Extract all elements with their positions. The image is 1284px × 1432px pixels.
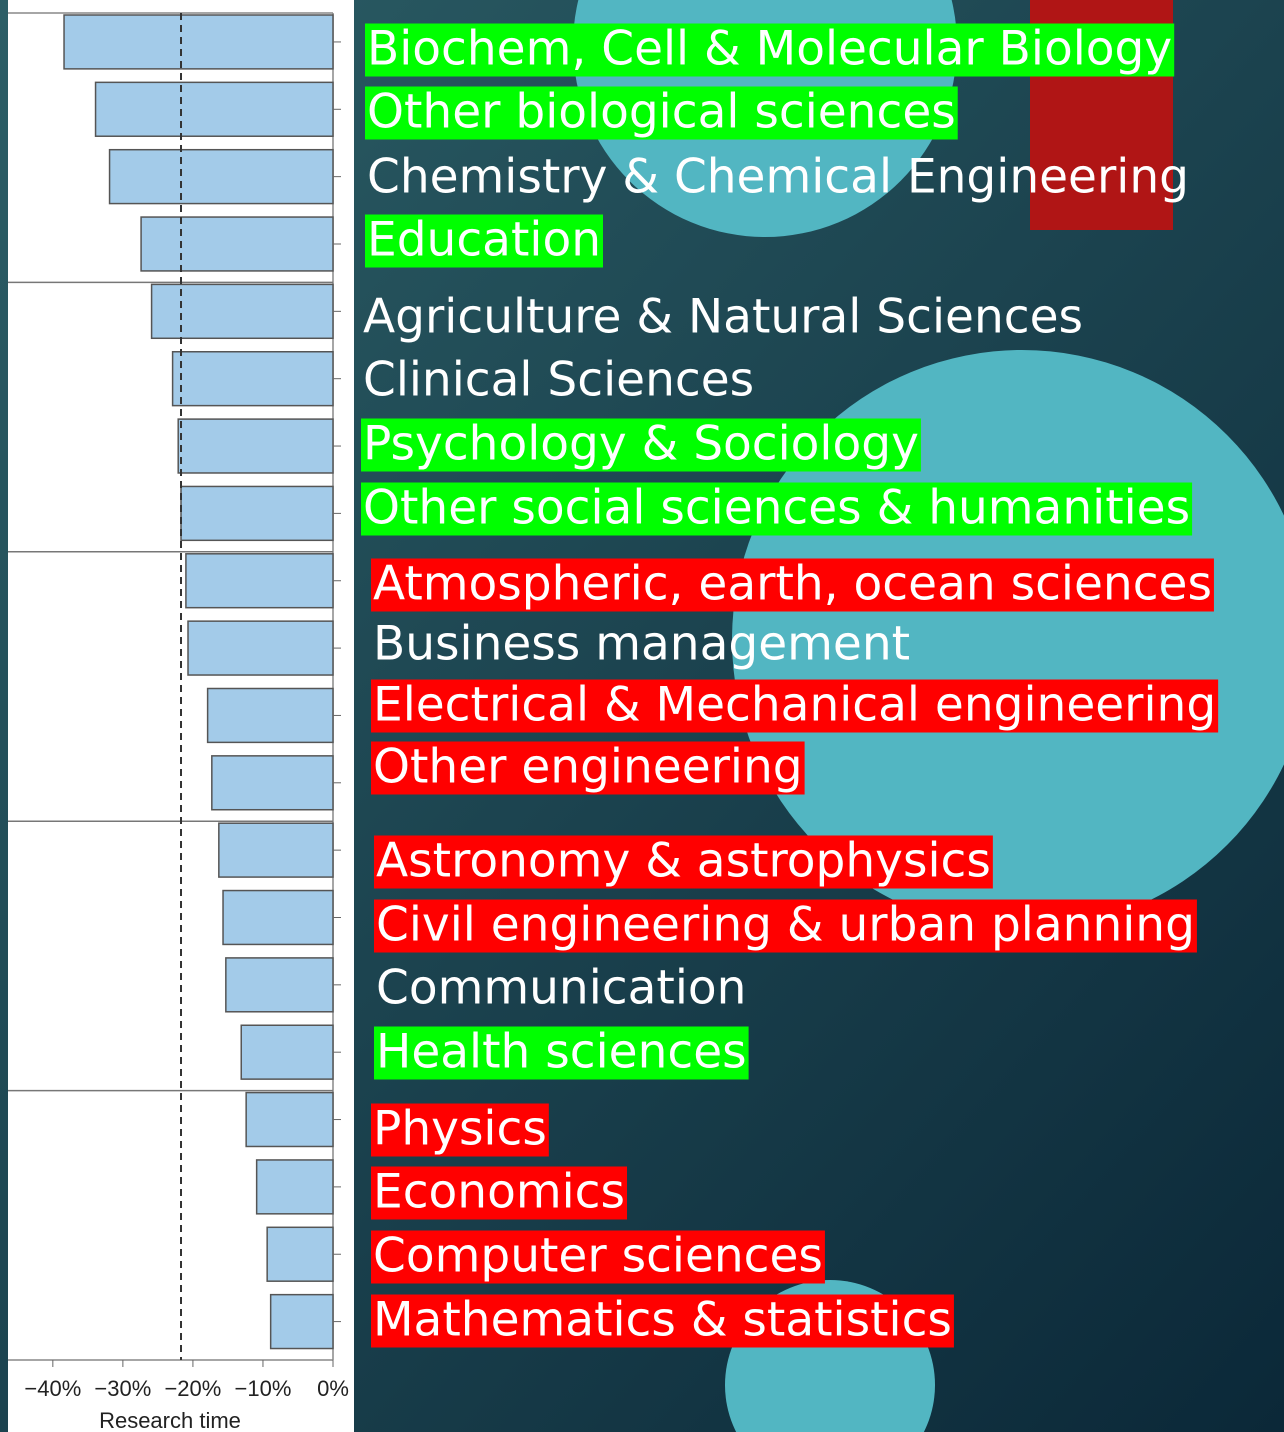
category-label: Electrical & Mechanical engineering (373, 678, 1216, 733)
category-label: Biochem, Cell & Molecular Biology (367, 22, 1172, 77)
x-axis-label: Research time (99, 1408, 241, 1432)
bar (255, 1159, 334, 1215)
category-label: Atmospheric, earth, ocean sciences (373, 557, 1212, 612)
bar (218, 822, 334, 878)
category-label: Health sciences (376, 1025, 747, 1080)
label-highlight (365, 23, 1175, 77)
x-tick-label: −10% (235, 1376, 292, 1401)
category-label: Economics (373, 1165, 625, 1220)
bar (225, 957, 334, 1013)
category-label: Clinical Sciences (363, 353, 754, 408)
bar (266, 1226, 334, 1282)
label-highlight (371, 1294, 954, 1348)
category-label: Astronomy & astrophysics (376, 834, 991, 889)
category-label: Agriculture & Natural Sciences (363, 290, 1083, 345)
label-highlight (371, 679, 1219, 733)
x-tick-label: 0% (317, 1376, 349, 1401)
category-label: Psychology & Sociology (363, 417, 919, 472)
label-highlight (374, 835, 993, 889)
label-highlight (371, 558, 1214, 612)
bar (211, 755, 334, 811)
bar (63, 14, 334, 70)
label-highlight (374, 1026, 749, 1080)
bar (245, 1091, 334, 1148)
category-label: Other biological sciences (367, 85, 956, 140)
category-label: Education (367, 213, 601, 268)
category-label: Communication (376, 961, 746, 1016)
bar (240, 1024, 334, 1080)
bar (108, 148, 334, 205)
label-highlight (365, 86, 958, 140)
bar (180, 485, 334, 542)
category-label: Chemistry & Chemical Engineering (367, 150, 1189, 205)
bar (171, 351, 334, 407)
x-tick-label: −20% (164, 1376, 221, 1401)
x-tick-label: −30% (94, 1376, 151, 1401)
bar (269, 1293, 334, 1350)
bar (185, 553, 334, 609)
label-highlight (361, 482, 1193, 536)
bar (222, 889, 334, 946)
bar (150, 283, 334, 340)
category-label: Other social sciences & humanities (363, 481, 1190, 536)
bar (94, 81, 334, 137)
bar (177, 418, 334, 474)
category-label: Physics (373, 1102, 547, 1157)
label-highlight (371, 1103, 549, 1157)
label-highlight (374, 899, 1197, 953)
category-label: Business management (373, 617, 910, 672)
category-label: Computer sciences (373, 1229, 823, 1284)
bar (187, 620, 334, 676)
label-highlight (371, 741, 805, 795)
label-highlight (371, 1230, 825, 1284)
label-highlight (371, 1166, 628, 1220)
x-tick-label: −40% (24, 1376, 81, 1401)
label-highlight (365, 214, 603, 268)
label-highlight (361, 418, 921, 472)
category-label: Mathematics & statistics (373, 1293, 952, 1348)
category-label: Other engineering (373, 740, 803, 795)
bar (140, 216, 334, 272)
category-label: Civil engineering & urban planning (376, 898, 1195, 953)
bar (206, 687, 334, 744)
